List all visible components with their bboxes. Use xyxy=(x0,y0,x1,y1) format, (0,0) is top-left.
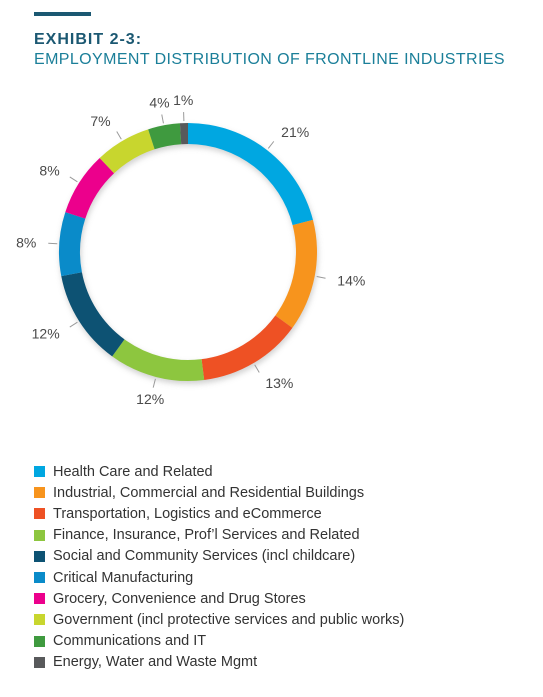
legend-swatch xyxy=(34,466,45,478)
legend-item: Government (incl protective services and… xyxy=(34,609,404,630)
slice-energy-water-and-waste-mgmt xyxy=(179,123,188,145)
legend-swatch xyxy=(34,635,45,647)
leader-line xyxy=(254,364,260,373)
data-label: 12% xyxy=(136,391,164,407)
slice-social-and-community-services-incl-childcare xyxy=(61,272,125,357)
exhibit-number: EXHIBIT 2-3: xyxy=(34,31,143,48)
legend-label: Grocery, Convenience and Drug Stores xyxy=(53,590,306,607)
legend-item: Social and Community Services (incl chil… xyxy=(34,546,404,567)
leader-line xyxy=(69,176,78,183)
slice-health-care-and-related xyxy=(188,123,313,226)
chart-legend: Health Care and Related Industrial, Comme… xyxy=(34,461,404,673)
slice-industrial-commercial-and-residential-buildings xyxy=(275,219,317,328)
header-rule xyxy=(34,12,91,16)
leader-line xyxy=(161,114,164,124)
leader-line xyxy=(116,131,122,140)
slice-critical-manufacturing xyxy=(59,212,86,277)
legend-swatch xyxy=(34,529,45,541)
legend-swatch xyxy=(34,508,45,520)
leader-line xyxy=(267,141,275,149)
legend-item: Critical Manufacturing xyxy=(34,567,404,588)
legend-label: Industrial, Commercial and Residential B… xyxy=(53,484,365,501)
legend-swatch xyxy=(34,614,45,626)
legend-item: Energy, Water and Waste Mgmt xyxy=(34,652,404,673)
data-label: 12% xyxy=(32,325,60,341)
donut-chart: 21% 14% 13% 12% 12% 8% 8% 7% 4% 1% xyxy=(16,92,365,407)
legend-swatch xyxy=(34,656,45,668)
slice-finance-insurance-prof-l-services-and-related xyxy=(112,339,205,381)
data-label: 8% xyxy=(39,163,59,179)
legend-item: Health Care and Related xyxy=(34,461,404,482)
legend-label: Social and Community Services (incl chil… xyxy=(53,548,356,565)
legend-swatch xyxy=(34,550,45,562)
legend-item: Transportation, Logistics and eCommerce xyxy=(34,503,404,524)
slice-grocery-convenience-and-drug-stores xyxy=(65,157,115,219)
legend-label: Critical Manufacturing xyxy=(53,569,194,586)
legend-label: Energy, Water and Waste Mgmt xyxy=(53,654,258,671)
legend-label: Government (incl protective services and… xyxy=(53,611,405,628)
leader-line xyxy=(152,378,156,388)
legend-label: Finance, Insurance, Prof’l Services and … xyxy=(53,527,360,544)
leader-line xyxy=(316,276,326,279)
legend-swatch xyxy=(34,487,45,499)
data-label: 21% xyxy=(281,124,309,140)
slice-communications-and-it xyxy=(148,123,182,150)
data-label: 4% xyxy=(149,95,169,111)
data-label: 1% xyxy=(173,92,193,108)
legend-swatch xyxy=(34,572,45,584)
slice-transportation-logistics-and-ecommerce xyxy=(201,315,293,380)
data-label: 8% xyxy=(16,234,36,250)
data-label: 14% xyxy=(337,272,365,288)
legend-item: Finance, Insurance, Prof’l Services and … xyxy=(34,525,404,546)
legend-item: Communications and IT xyxy=(34,631,404,652)
leader-line xyxy=(48,242,58,245)
data-label: 7% xyxy=(90,113,110,129)
legend-label: Communications and IT xyxy=(53,633,207,650)
chart-title: EMPLOYMENT DISTRIBUTION OF FRONTLINE IND… xyxy=(34,51,505,68)
slice-government-incl-protective-services-and-public-works xyxy=(99,129,155,174)
leader-line xyxy=(69,321,78,328)
data-label: 13% xyxy=(265,375,293,391)
legend-label: Transportation, Logistics and eCommerce xyxy=(53,505,322,522)
legend-item: Grocery, Convenience and Drug Stores xyxy=(34,588,404,609)
legend-swatch xyxy=(34,593,45,605)
legend-item: Industrial, Commercial and Residential B… xyxy=(34,482,404,503)
legend-label: Health Care and Related xyxy=(53,463,213,480)
